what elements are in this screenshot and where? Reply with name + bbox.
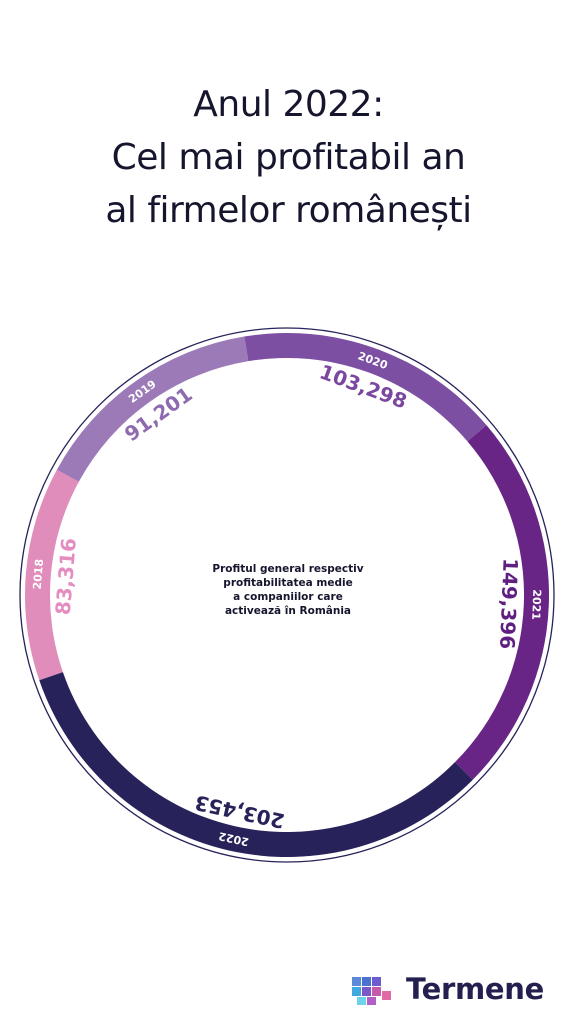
- year-label-2022: 2022: [217, 829, 250, 848]
- chart-title: Anul 2022: Cel mai profitabil an al firm…: [0, 78, 577, 237]
- ring-segment-2022: [39, 672, 473, 858]
- year-label-2018: 2018: [31, 558, 47, 590]
- title-line-3: al firmelor românești: [105, 190, 472, 231]
- center-text-line-3: a companiilor care: [233, 591, 343, 603]
- title-line-2: Cel mai profitabil an: [111, 137, 466, 178]
- ring-segment-2020: [244, 332, 487, 442]
- title-line-1: Anul 2022:: [193, 84, 384, 125]
- ring-segment-2018: [25, 469, 79, 681]
- center-text-line-2: profitabilitatea medie: [223, 577, 353, 589]
- ring-segment-2021: [454, 425, 549, 780]
- ring-segments: [25, 332, 549, 858]
- value-label-2021: 149,396: [495, 558, 523, 650]
- brand-name: Termene: [406, 972, 545, 1006]
- year-label-2021: 2021: [529, 589, 543, 620]
- center-text-line-1: Profitul general respectiv: [212, 563, 364, 575]
- brand-logo: Termene: [350, 965, 544, 1013]
- center-description: Profitul general respectiv profitabilita…: [188, 562, 388, 618]
- cube-grid-icon: [352, 977, 391, 1005]
- value-label-2018: 83,316: [51, 537, 81, 616]
- outer-ring-outline: [19, 327, 555, 863]
- center-text-line-4: activează în România: [224, 605, 352, 617]
- ring-segment-2019: [56, 336, 249, 482]
